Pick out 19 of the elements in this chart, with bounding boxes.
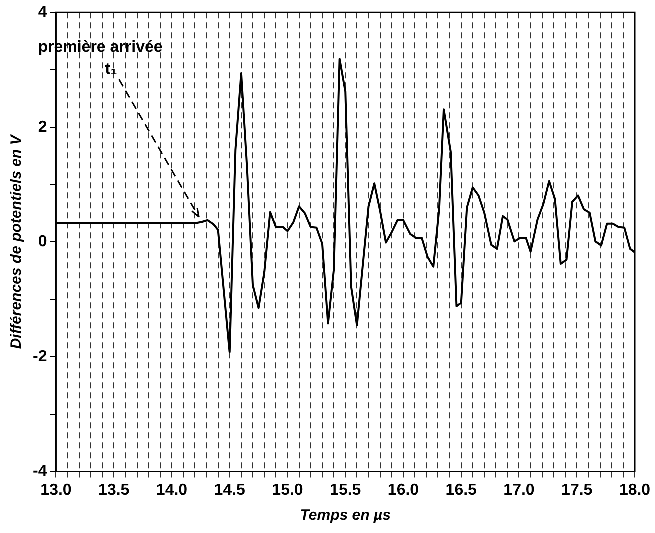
x-tick-label: 17.5 bbox=[562, 482, 593, 499]
x-tick-label: 13.0 bbox=[40, 482, 72, 499]
x-tick-label: 18.0 bbox=[619, 482, 651, 499]
x-tick-label: 16.0 bbox=[388, 482, 420, 499]
y-tick-label: 0 bbox=[38, 234, 48, 251]
y-tick-label: -4 bbox=[32, 463, 48, 480]
x-tick-label: 14.0 bbox=[156, 482, 188, 499]
y-tick-label: 2 bbox=[38, 118, 48, 136]
x-tick-label: 14.5 bbox=[214, 482, 246, 499]
y-tick-label: -2 bbox=[32, 348, 48, 366]
x-tick-label: 16.5 bbox=[446, 482, 478, 499]
x-tick-label: 17.0 bbox=[504, 482, 535, 499]
x-tick-label: 15.0 bbox=[272, 482, 304, 499]
x-tick-label: 15.5 bbox=[330, 482, 362, 499]
x-axis-title: Temps en µs bbox=[300, 507, 391, 524]
y-axis-title: Différences de potentiels en V bbox=[8, 133, 26, 350]
x-tick-label: 13.5 bbox=[98, 482, 130, 499]
y-tick-label: 4 bbox=[38, 4, 48, 22]
annotation: t₁ bbox=[105, 61, 118, 78]
